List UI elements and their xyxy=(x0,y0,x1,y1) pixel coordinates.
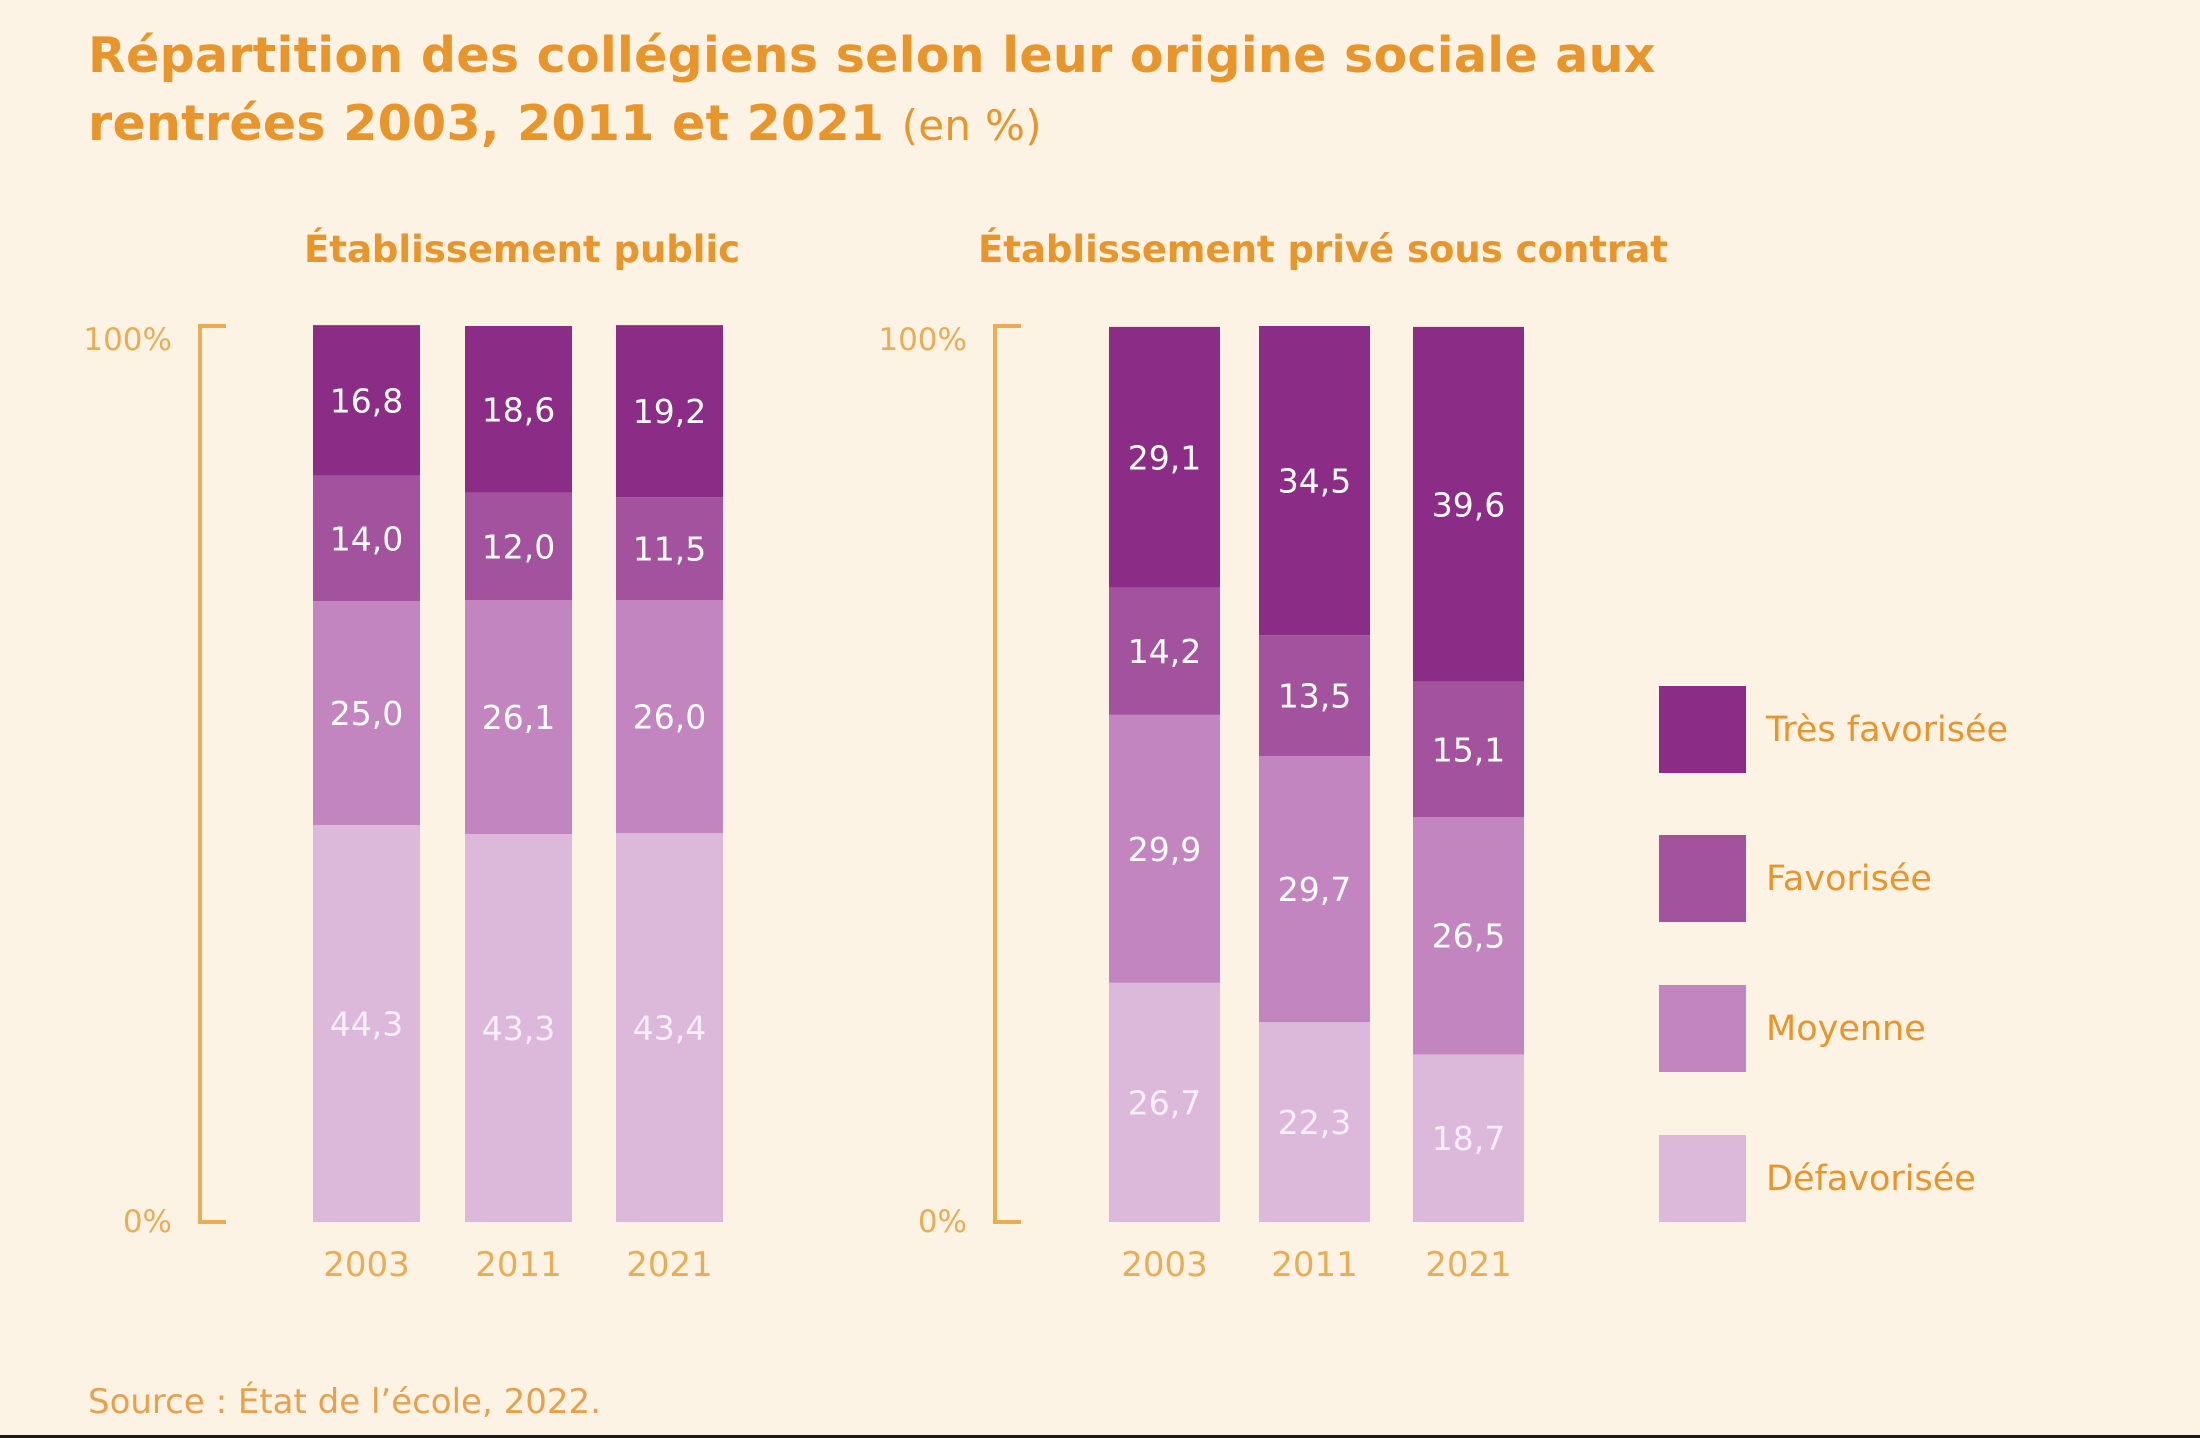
private-bar-2003-3 xyxy=(1109,326,1220,588)
public-ytick-0: 0% xyxy=(123,1204,172,1240)
public-xtick-2003: 2003 xyxy=(323,1245,410,1285)
public-bar-label-2021-2: 11,5 xyxy=(633,530,706,569)
public-bar-2003-2 xyxy=(313,475,420,602)
private-xtick-2011: 2011 xyxy=(1271,1245,1358,1285)
public-bar-2011-0 xyxy=(465,834,572,1222)
public-bar-2021-1 xyxy=(616,600,723,834)
legend-label-2: Moyenne xyxy=(1766,1009,1926,1049)
private-bar-label-2003-1: 29,9 xyxy=(1128,830,1201,869)
private-bar-label-2021-2: 15,1 xyxy=(1432,730,1505,769)
public-bar-label-2011-2: 12,0 xyxy=(482,527,555,566)
private-bar-label-2011-3: 34,5 xyxy=(1278,462,1351,501)
private-xtick-2021: 2021 xyxy=(1425,1245,1512,1285)
public-bar-label-2003-1: 25,0 xyxy=(330,694,403,733)
private-bar-2011-0 xyxy=(1259,1022,1370,1222)
public-bar-label-2003-0: 44,3 xyxy=(330,1005,403,1044)
legend-swatch-2 xyxy=(1659,985,1746,1072)
private-bar-label-2011-2: 13,5 xyxy=(1278,677,1351,716)
public-bar-label-2011-0: 43,3 xyxy=(482,1009,555,1048)
chart-title: Répartition des collégiens selon leur or… xyxy=(88,22,1788,160)
legend-label-0: Très favorisée xyxy=(1765,710,2008,750)
private-bar-2021-2 xyxy=(1413,681,1524,818)
public-ytick-100: 100% xyxy=(83,322,172,358)
private-bar-2011-3 xyxy=(1259,326,1370,636)
private-bar-2003-0 xyxy=(1109,982,1220,1222)
private-bar-label-2011-1: 29,7 xyxy=(1278,870,1351,909)
public-bar-2021-2 xyxy=(616,497,723,601)
public-bar-2011-2 xyxy=(465,492,572,601)
public-bar-2021-0 xyxy=(616,833,723,1222)
private-axis-bracket xyxy=(993,324,1021,1224)
public-bar-label-2011-3: 18,6 xyxy=(482,390,555,429)
private-bar-2021-0 xyxy=(1413,1054,1524,1222)
public-bar-2011-1 xyxy=(465,600,572,835)
legend-swatch-0 xyxy=(1659,686,1746,773)
panel-title-public: Établissement public xyxy=(304,228,741,271)
legend-label-1: Favorisée xyxy=(1766,859,1932,899)
public-bar-2011-3 xyxy=(465,326,572,493)
private-bar-label-2011-0: 22,3 xyxy=(1278,1103,1351,1142)
legend-label-3: Défavorisée xyxy=(1766,1159,1976,1199)
public-axis-bracket xyxy=(198,324,226,1224)
private-bar-2011-2 xyxy=(1259,635,1370,757)
private-bar-label-2021-0: 18,7 xyxy=(1432,1119,1505,1158)
public-xtick-2011: 2011 xyxy=(475,1245,562,1285)
public-bar-label-2021-1: 26,0 xyxy=(633,698,706,737)
private-bar-2011-1 xyxy=(1259,756,1370,1023)
public-bar-label-2011-1: 26,1 xyxy=(482,698,555,737)
private-ytick-100: 100% xyxy=(878,322,967,358)
private-bar-label-2021-1: 26,5 xyxy=(1432,917,1505,956)
private-xtick-2003: 2003 xyxy=(1121,1245,1208,1285)
private-bar-2021-3 xyxy=(1413,326,1524,682)
private-bar-label-2003-3: 29,1 xyxy=(1128,438,1201,477)
legend-swatch-1 xyxy=(1659,835,1746,922)
private-bar-2021-1 xyxy=(1413,817,1524,1055)
chart-title-main: Répartition des collégiens selon leur or… xyxy=(88,27,1656,152)
private-bar-label-2003-2: 14,2 xyxy=(1128,632,1201,671)
public-bar-label-2003-3: 16,8 xyxy=(330,381,403,420)
private-bar-2003-2 xyxy=(1109,587,1220,715)
private-bar-label-2003-0: 26,7 xyxy=(1128,1083,1201,1122)
public-bar-label-2021-0: 43,4 xyxy=(633,1009,706,1048)
public-bar-label-2021-3: 19,2 xyxy=(633,392,706,431)
private-bar-2003-1 xyxy=(1109,714,1220,983)
public-xtick-2021: 2021 xyxy=(626,1245,713,1285)
private-bar-label-2021-3: 39,6 xyxy=(1432,485,1505,524)
public-bar-2003-3 xyxy=(313,325,420,476)
source-note: Source : État de l’école, 2022. xyxy=(88,1382,601,1422)
public-bar-label-2003-2: 14,0 xyxy=(330,519,403,558)
chart-title-unit: (en %) xyxy=(901,101,1042,150)
panel-title-private: Établissement privé sous contrat xyxy=(978,228,1668,271)
public-bar-2021-3 xyxy=(616,325,723,498)
public-bar-2003-0 xyxy=(313,825,420,1222)
legend-swatch-3 xyxy=(1659,1135,1746,1222)
public-bar-2003-1 xyxy=(313,601,420,826)
private-ytick-0: 0% xyxy=(918,1204,967,1240)
